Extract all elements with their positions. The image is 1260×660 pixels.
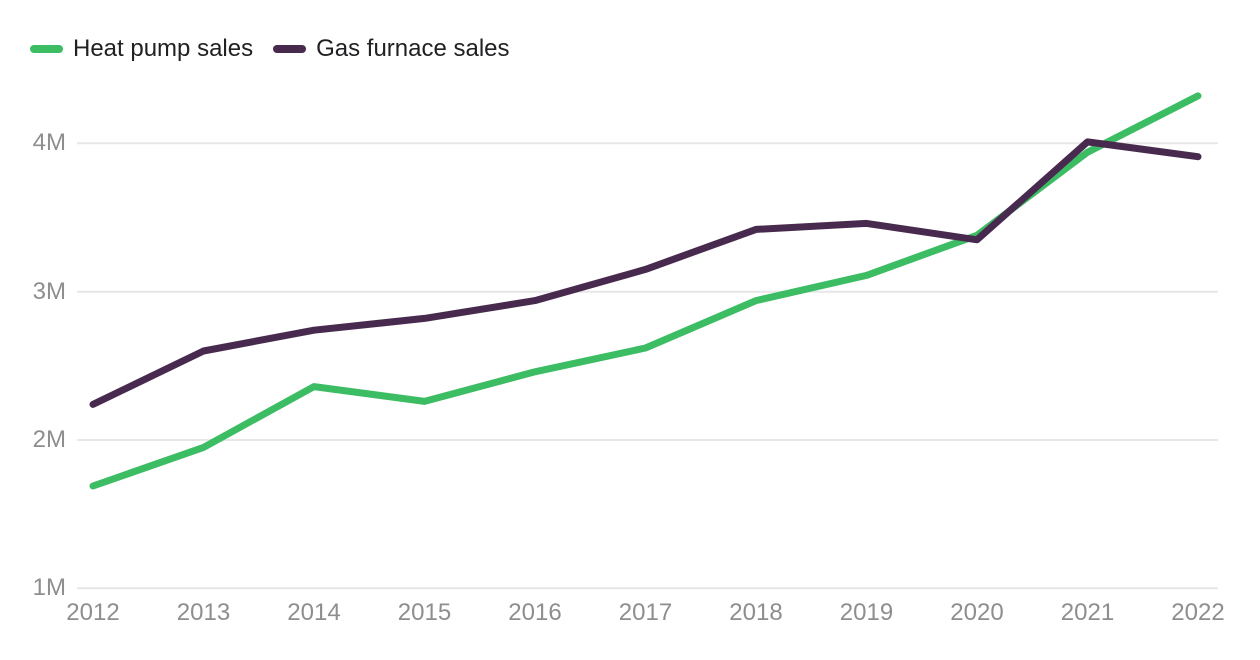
series-line-gas-furnace-sales[interactable] (89, 138, 1202, 408)
gas-furnace-line-swatch-icon (273, 45, 307, 53)
legend-item-gas-furnace-sales: Gas furnace sales (273, 34, 510, 64)
heat-pump-line-swatch-icon (30, 45, 63, 53)
legend-item-heat-pump-sales: Heat pump sales (30, 34, 253, 64)
chart-legend: Heat pump sales Gas furnace sales (30, 34, 510, 64)
legend-label-gas-furnace-sales: Gas furnace sales (316, 35, 510, 62)
legend-label-heat-pump-sales: Heat pump sales (73, 35, 254, 62)
